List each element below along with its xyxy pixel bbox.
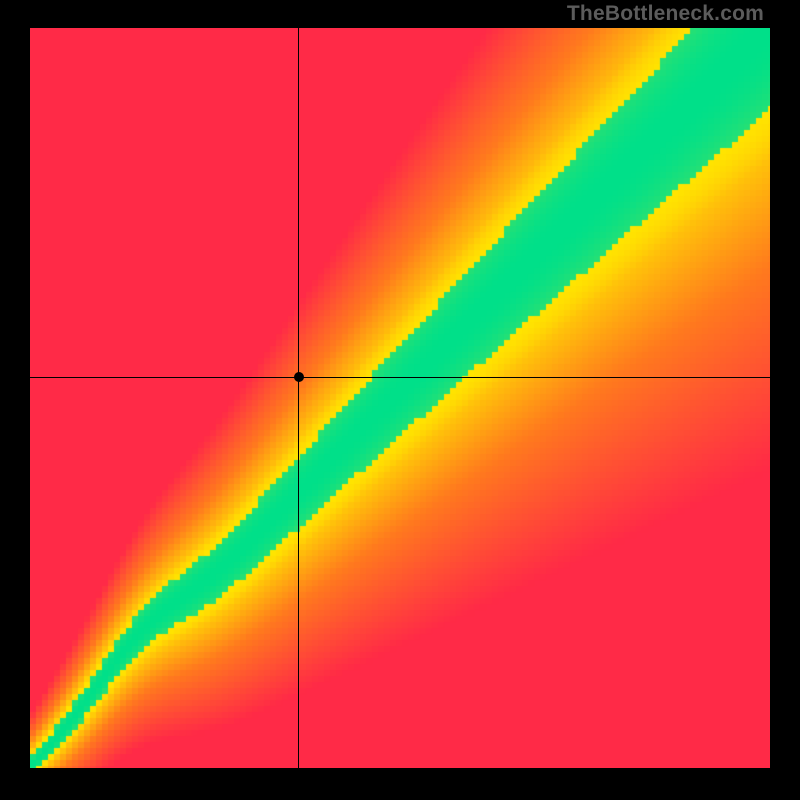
watermark-text: TheBottleneck.com: [567, 2, 764, 26]
chart-container: TheBottleneck.com: [0, 0, 800, 800]
heatmap-canvas: [30, 28, 770, 768]
crosshair-vertical: [298, 28, 299, 768]
crosshair-horizontal: [30, 377, 770, 378]
data-point-marker: [294, 372, 304, 382]
